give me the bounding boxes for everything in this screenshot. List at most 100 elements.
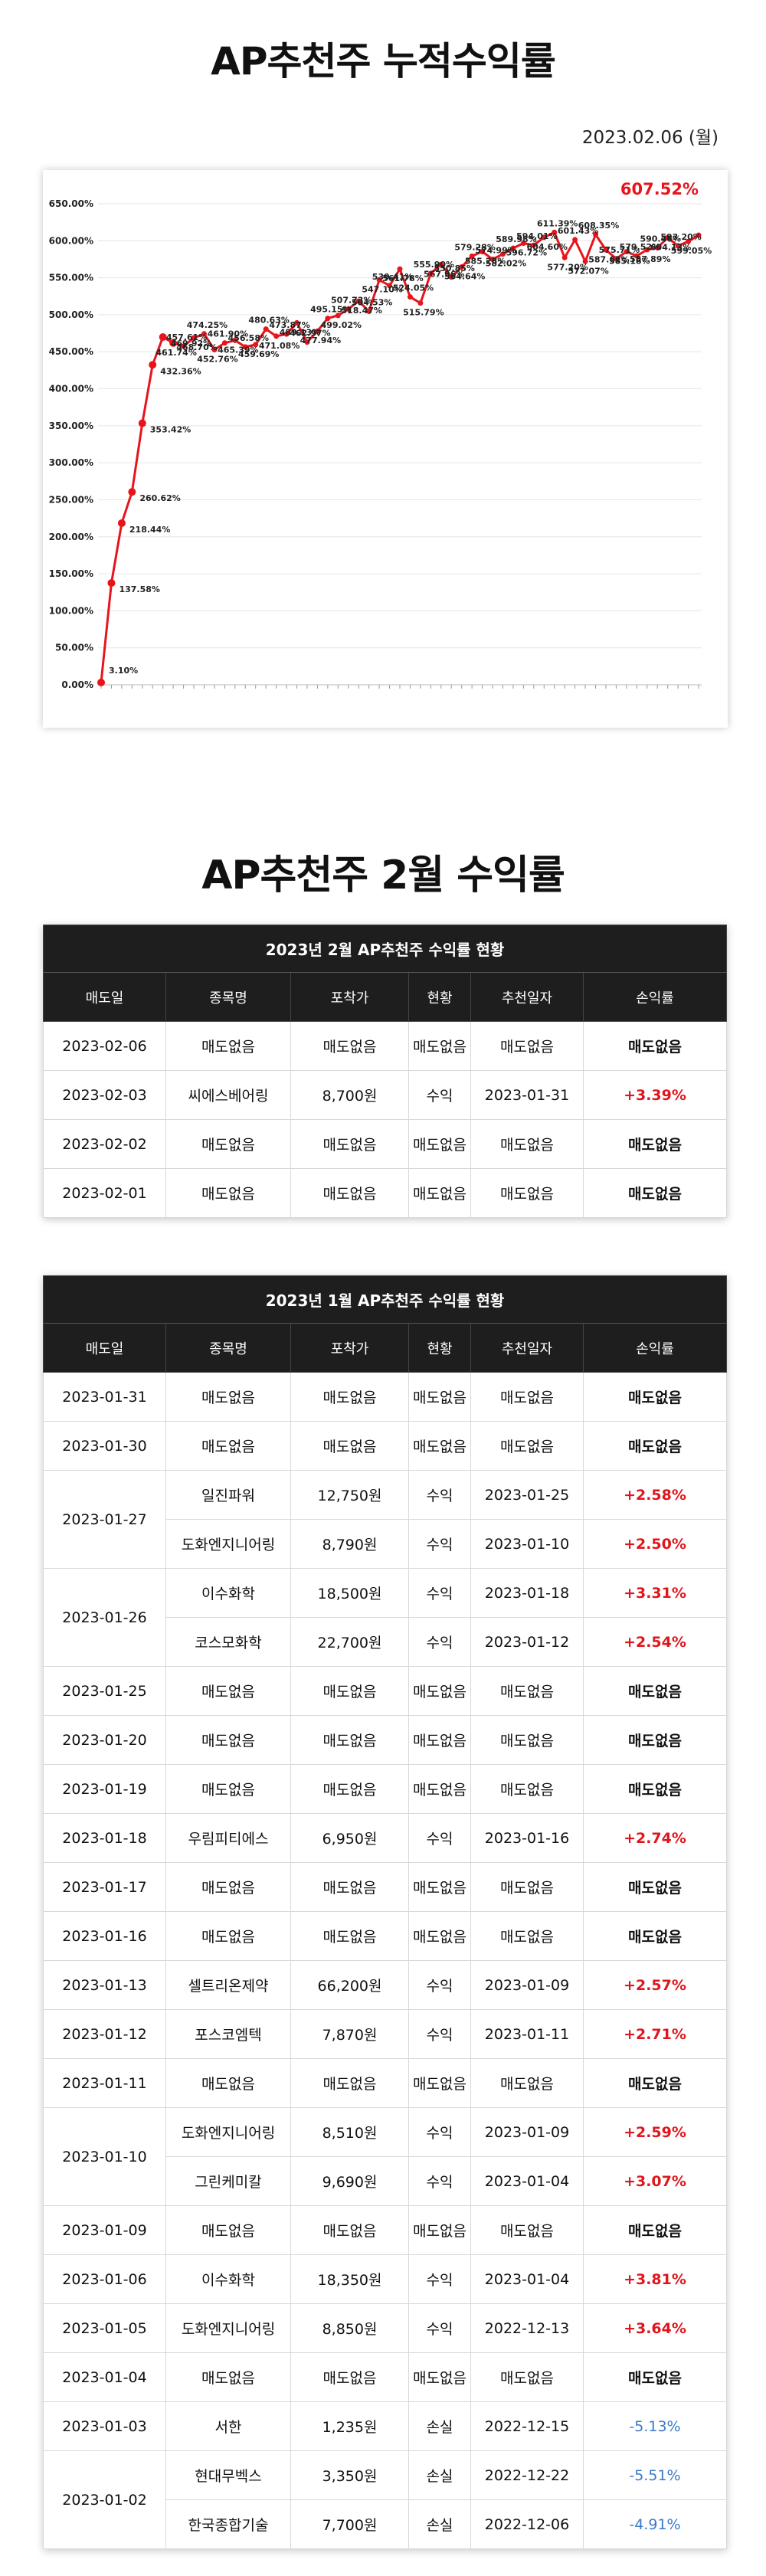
y-tick-label: 100.00% xyxy=(49,605,93,616)
data-label: 465.39% xyxy=(218,345,258,355)
table-row: 2023-01-19 매도없음 매도없음 매도없음 매도없음 매도없음 xyxy=(43,1764,728,1814)
data-label: 504.53% xyxy=(352,298,392,308)
data-label: 604.13% xyxy=(650,242,691,252)
data-label: 608.35% xyxy=(578,221,619,231)
table-row: 2023-01-25 매도없음 매도없음 매도없음 매도없음 매도없음 xyxy=(43,1666,728,1716)
cell-status: 매도없음 xyxy=(408,2058,471,2108)
table-row: 2023-01-31 매도없음 매도없음 매도없음 매도없음 매도없음 xyxy=(43,1372,728,1422)
data-point xyxy=(345,306,352,312)
data-label: 596.72% xyxy=(506,247,547,257)
data-label: 471.08% xyxy=(259,341,300,351)
table-row: 2023-01-10 도화엔지니어링 8,510원 수익 2023-01-09 +2.59… xyxy=(43,2107,728,2206)
data-label: 452.76% xyxy=(197,355,237,365)
data-label: 585.18% xyxy=(609,257,650,267)
data-label: 539.41% xyxy=(372,272,413,282)
cell-stock-name: 매도없음 xyxy=(165,1421,291,1471)
data-label: 480.63% xyxy=(248,316,289,326)
cell-stock-name: 씨에스베어링 xyxy=(165,1070,291,1120)
table-row: 2023-01-03 서한 1,235원 손실 2022-12-15 -5.13% xyxy=(43,2401,728,2451)
data-point xyxy=(603,247,609,253)
col-header-recommend-date: 추천일자 xyxy=(470,1323,584,1373)
cell-sell-date: 2023-02-01 xyxy=(43,1168,166,1218)
cell-stock-name: 매도없음 xyxy=(165,1764,291,1814)
cell-stock-name: 매도없음 xyxy=(165,2205,291,2255)
table-row: 2023-01-09 매도없음 매도없음 매도없음 매도없음 매도없음 xyxy=(43,2205,728,2255)
data-point xyxy=(283,331,290,337)
cell-status: 수익 xyxy=(408,1813,471,1863)
data-label: 604.60% xyxy=(527,242,568,252)
data-label: 260.62% xyxy=(139,493,180,503)
cell-status: 매도없음 xyxy=(408,1666,471,1716)
y-tick-label: 250.00% xyxy=(49,494,93,505)
cell-stock-name: 현대무벡스 xyxy=(165,2450,291,2500)
data-point xyxy=(294,319,300,326)
cell-return: +2.58% xyxy=(582,1470,728,1520)
cell-entry-price: 3,350원 xyxy=(290,2450,409,2500)
cell-stock-name: 매도없음 xyxy=(165,1372,291,1422)
cell-sell-date: 2023-01-16 xyxy=(43,1911,166,1961)
data-point xyxy=(417,300,424,306)
cell-recommend-date: 2023-01-16 xyxy=(470,1813,584,1863)
data-point xyxy=(531,242,537,248)
cell-entry-price: 7,700원 xyxy=(290,2499,409,2549)
cell-recommend-date: 매도없음 xyxy=(470,2352,584,2402)
data-label: 590.46% xyxy=(640,234,680,244)
data-label: 474.25% xyxy=(187,320,228,330)
data-label: 555.90% xyxy=(414,260,454,270)
data-label: 477.94% xyxy=(300,336,341,345)
data-point xyxy=(407,294,413,300)
cell-sell-date: 2023-01-30 xyxy=(43,1421,166,1471)
data-point xyxy=(232,337,238,343)
col-header-entry-price: 포착가 xyxy=(290,972,409,1022)
data-label: 3.10% xyxy=(109,666,138,676)
cell-return: +3.81% xyxy=(582,2254,728,2304)
data-label: 457.61% xyxy=(166,332,207,342)
cell-entry-price: 매도없음 xyxy=(290,1666,409,1716)
cell-status: 매도없음 xyxy=(408,1862,471,1912)
jan-returns-table: 2023년 1월 AP추천주 수익률 현황 매도일 종목명 포착가 현황 추천일… xyxy=(42,1275,728,2549)
report-date: 2023.02.06 (월) xyxy=(581,128,719,148)
cell-return: -5.51% xyxy=(582,2450,728,2500)
data-label: 611.39% xyxy=(537,218,578,228)
y-tick-label: 200.00% xyxy=(49,532,93,542)
table-row: 2023-02-06 매도없음 매도없음 매도없음 매도없음 매도없음 xyxy=(43,1021,728,1071)
data-label: 461.74% xyxy=(155,348,196,358)
cell-stock-name: 이수화학 xyxy=(165,1568,291,1618)
data-point xyxy=(181,343,187,349)
cell-recommend-date: 매도없음 xyxy=(470,1715,584,1765)
data-label: 353.42% xyxy=(150,425,191,435)
table-row: 2023-01-16 매도없음 매도없음 매도없음 매도없음 매도없음 xyxy=(43,1911,728,1961)
cell-recommend-date: 매도없음 xyxy=(470,1862,584,1912)
cell-recommend-date: 2023-01-04 xyxy=(470,2254,584,2304)
cell-status: 수익 xyxy=(408,1070,471,1120)
table-row: 2023-01-04 매도없음 매도없음 매도없음 매도없음 매도없음 xyxy=(43,2352,728,2402)
data-label: 507.73% xyxy=(331,295,372,305)
cell-recommend-date: 2023-01-04 xyxy=(470,2156,584,2206)
cell-status: 손실 xyxy=(408,2401,471,2451)
data-point xyxy=(686,238,692,244)
data-point xyxy=(263,326,269,332)
cell-entry-price: 8,850원 xyxy=(290,2303,409,2353)
cell-status: 수익 xyxy=(408,1617,471,1667)
cell-entry-price: 18,500원 xyxy=(290,1568,409,1618)
cell-return: 매도없음 xyxy=(582,1372,728,1422)
cell-status: 매도없음 xyxy=(408,1715,471,1765)
data-label: 567.96% xyxy=(424,269,464,279)
data-label: 564.64% xyxy=(444,271,485,281)
data-label: 577.20% xyxy=(547,262,588,272)
col-header-sell-date: 매도일 xyxy=(43,972,166,1022)
cell-status: 손실 xyxy=(408,2450,471,2500)
data-point xyxy=(438,261,444,267)
cell-return: +2.59% xyxy=(582,2107,728,2157)
table-row: 2023-01-05 도화엔지니어링 8,850원 수익 2022-12-13 +3.64… xyxy=(43,2303,728,2353)
cell-recommend-date: 매도없음 xyxy=(470,1021,584,1071)
table-row: 2023-01-27 일진파워 12,750원 수익 2023-01-25 +2.58% xyxy=(43,1470,728,1569)
data-point xyxy=(593,231,599,237)
data-point xyxy=(654,245,660,251)
cell-entry-price: 매도없음 xyxy=(290,1715,409,1765)
data-label: 518.47% xyxy=(341,306,381,316)
y-tick-label: 150.00% xyxy=(49,568,93,579)
cell-status: 수익 xyxy=(408,1960,471,2010)
cell-stock-name: 우림피티에스 xyxy=(165,1813,291,1863)
cell-stock-name: 그린케미칼 xyxy=(165,2156,291,2206)
